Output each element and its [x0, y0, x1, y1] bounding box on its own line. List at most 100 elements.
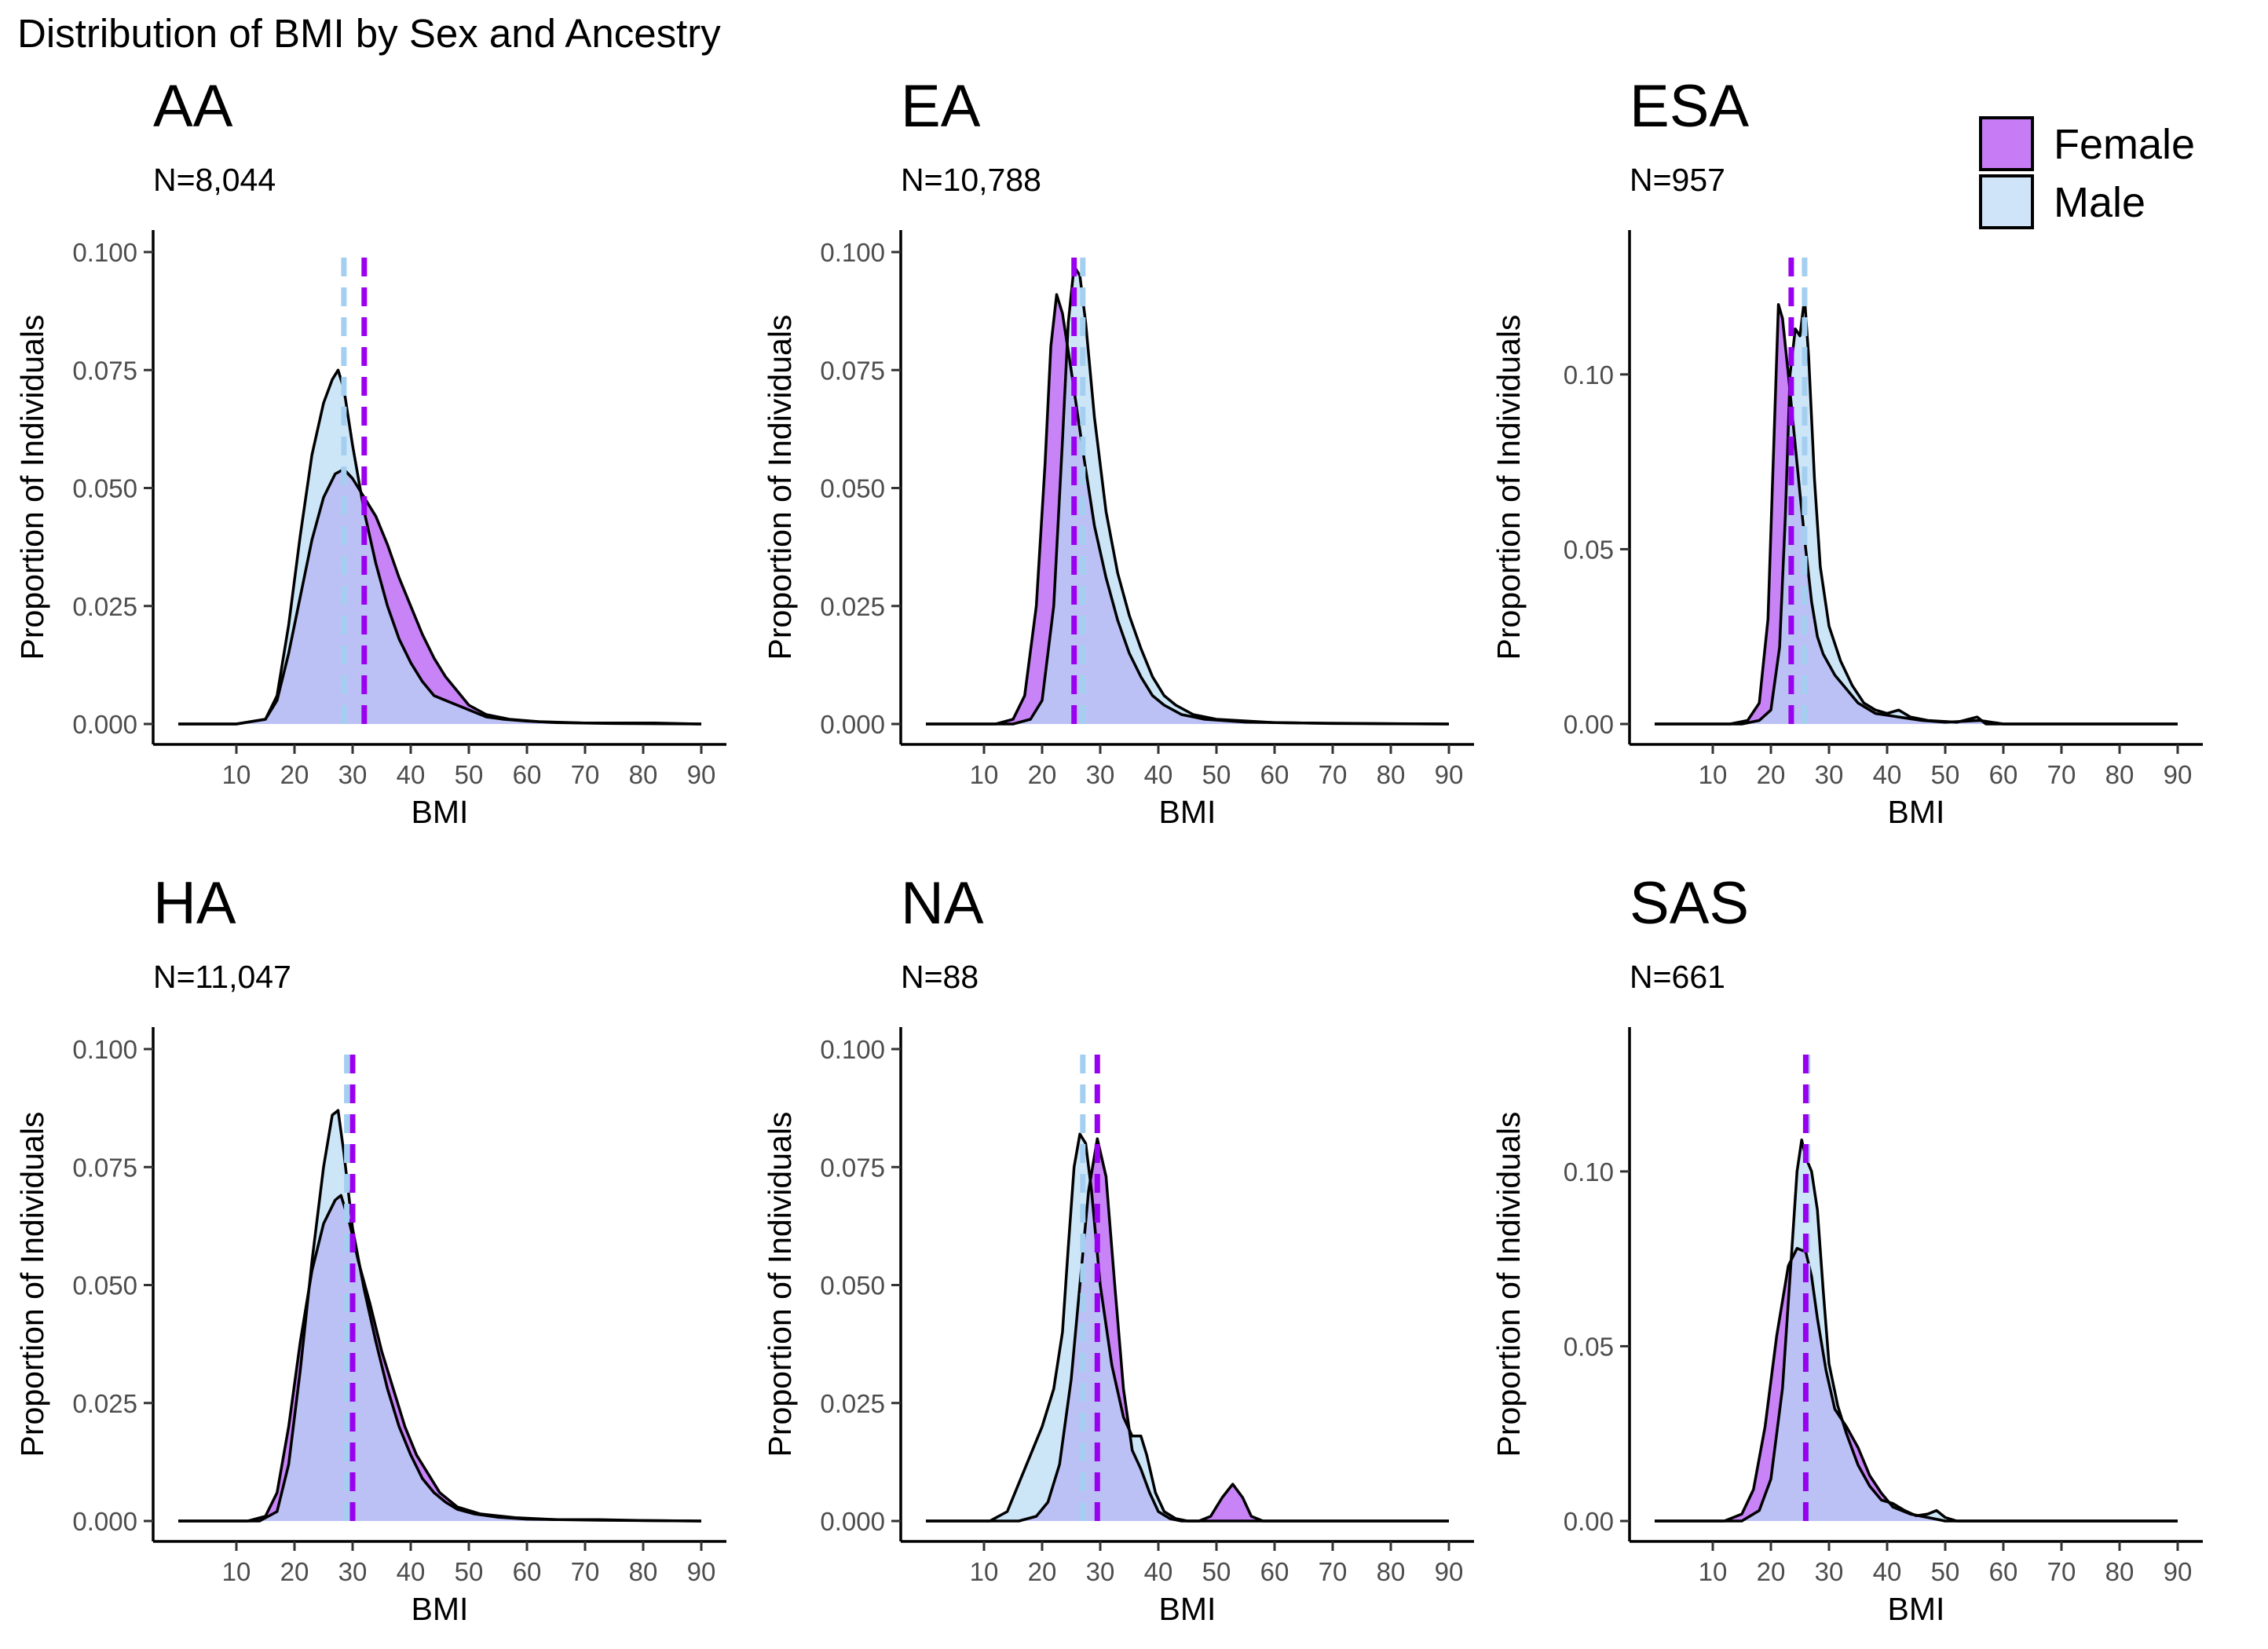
x-tick-label: 60 — [1989, 760, 2018, 789]
x-tick-label: 40 — [1873, 760, 1902, 789]
male-density-area — [1655, 297, 2178, 724]
female-density-line — [178, 1194, 702, 1523]
x-axis-title: BMI — [1888, 794, 1945, 830]
y-tick-label: 0.050 — [820, 1271, 885, 1300]
x-tick-label: 90 — [2164, 1557, 2193, 1586]
x-tick-label: 60 — [1260, 760, 1289, 789]
x-tick-label: 80 — [1377, 760, 1406, 789]
x-tick-label: 50 — [1931, 760, 1960, 789]
y-axis-title: Proportion of Individuals — [1491, 1112, 1527, 1457]
x-tick-label: 50 — [1931, 1557, 1960, 1586]
x-axis-title: BMI — [1159, 1591, 1216, 1627]
plot-area — [926, 1132, 1449, 1523]
x-tick-label: 40 — [397, 1557, 426, 1586]
panel-esa: ESA N=957 0.00 0.05 0.10 10 20 30 40 50 60 70 80 90 BM… — [1491, 73, 2203, 830]
x-tick-label: 20 — [1757, 1557, 1786, 1586]
x-tick-label: 80 — [1377, 1557, 1406, 1586]
y-tick-label: 0.050 — [72, 474, 137, 503]
panel-subtitle: N=11,047 — [153, 959, 291, 995]
x-tick-label: 50 — [1202, 760, 1231, 789]
female-density-line — [926, 293, 1450, 726]
y-tick-label: 0.000 — [820, 710, 885, 739]
y-axis-title: Proportion of Individuals — [14, 315, 50, 660]
female-density-area — [178, 469, 701, 724]
panels: AA N=8,044 0.000 0.025 0.050 0.075 0.100 10 20 30… — [14, 73, 2203, 1627]
x-tick-label: 40 — [1144, 760, 1173, 789]
plot-area — [178, 368, 702, 726]
x-tick-label: 10 — [970, 760, 999, 789]
female-density-area — [1655, 1248, 2178, 1521]
x-tick-label: 70 — [1319, 760, 1348, 789]
x-tick-label: 90 — [2164, 760, 2193, 789]
panel-title: ESA — [1630, 73, 1749, 140]
x-tick-label: 60 — [513, 760, 542, 789]
y-tick-label: 0.050 — [72, 1271, 137, 1300]
legend: Female Male — [1979, 116, 2195, 229]
x-tick-label: 80 — [2105, 760, 2134, 789]
female-density-area — [1655, 304, 2178, 724]
female-density-area — [926, 294, 1449, 725]
female-density-line — [1655, 303, 2178, 726]
y-axis-title: Proportion of Individuals — [14, 1112, 50, 1457]
y-tick-label: 0.100 — [72, 238, 137, 267]
female-density-area — [926, 1139, 1449, 1521]
x-tick-label: 70 — [571, 1557, 600, 1586]
y-tick-label: 0.025 — [820, 1389, 885, 1418]
male-density-area — [926, 1134, 1449, 1521]
x-tick-label: 70 — [1319, 1557, 1348, 1586]
y-tick-label: 0.025 — [72, 1389, 137, 1418]
y-tick-label: 0.075 — [820, 1153, 885, 1182]
y-tick-label: 0.075 — [72, 356, 137, 385]
x-tick-label: 50 — [1202, 1557, 1231, 1586]
y-axis-title: Proportion of Individuals — [762, 1112, 798, 1457]
y-tick-label: 0.000 — [820, 1507, 885, 1536]
x-tick-label: 20 — [280, 1557, 309, 1586]
male-density-line — [926, 1132, 1449, 1523]
x-tick-label: 60 — [1989, 1557, 2018, 1586]
legend-key-male — [1979, 174, 2034, 229]
panel-subtitle: N=88 — [901, 959, 979, 995]
panel-subtitle: N=10,788 — [901, 162, 1041, 198]
male-density-area — [178, 1110, 701, 1521]
x-tick-label: 10 — [1699, 1557, 1728, 1586]
y-tick-label: 0.100 — [72, 1035, 137, 1064]
x-tick-label: 50 — [455, 760, 484, 789]
x-tick-label: 90 — [1435, 760, 1464, 789]
x-tick-label: 20 — [280, 760, 309, 789]
x-tick-label: 20 — [1028, 1557, 1057, 1586]
y-tick-label: 0.00 — [1564, 1507, 1614, 1536]
x-tick-label: 30 — [338, 1557, 368, 1586]
y-tick-label: 0.05 — [1564, 535, 1614, 564]
panel-na: NA N=88 0.000 0.025 0.050 0.075 0.100 10 20 30 40 5… — [762, 870, 1474, 1627]
x-tick-label: 10 — [970, 1557, 999, 1586]
x-tick-label: 30 — [1815, 1557, 1844, 1586]
y-tick-label: 0.10 — [1564, 360, 1614, 389]
x-tick-label: 30 — [338, 760, 368, 789]
x-tick-label: 10 — [222, 1557, 251, 1586]
panel-subtitle: N=661 — [1630, 959, 1725, 995]
y-tick-label: 0.000 — [72, 1507, 137, 1536]
legend-key-female — [1979, 116, 2034, 171]
plot-area — [178, 1109, 702, 1523]
x-tick-label: 80 — [629, 1557, 658, 1586]
panel-title: NA — [901, 870, 984, 937]
y-tick-label: 0.025 — [72, 592, 137, 621]
panel-ha: HA N=11,047 0.000 0.025 0.050 0.075 0.100 10 20 3… — [14, 870, 726, 1627]
x-tick-label: 40 — [1144, 1557, 1173, 1586]
x-tick-label: 70 — [2047, 760, 2076, 789]
x-tick-label: 40 — [1873, 1557, 1902, 1586]
x-axis-title: BMI — [1888, 1591, 1945, 1627]
female-density-area — [178, 1195, 701, 1521]
x-tick-label: 80 — [2105, 1557, 2134, 1586]
x-tick-label: 70 — [2047, 1557, 2076, 1586]
y-tick-label: 0.10 — [1564, 1157, 1614, 1186]
male-density-line — [926, 265, 1450, 726]
x-tick-label: 70 — [571, 760, 600, 789]
female-density-line — [926, 1137, 1449, 1523]
x-tick-label: 60 — [1260, 1557, 1289, 1586]
y-tick-label: 0.05 — [1564, 1332, 1614, 1361]
x-tick-label: 10 — [222, 760, 251, 789]
x-tick-label: 90 — [687, 1557, 716, 1586]
panel-ea: EA N=10,788 0.000 0.025 0.050 0.075 0.100 10 20 3… — [762, 73, 1474, 830]
